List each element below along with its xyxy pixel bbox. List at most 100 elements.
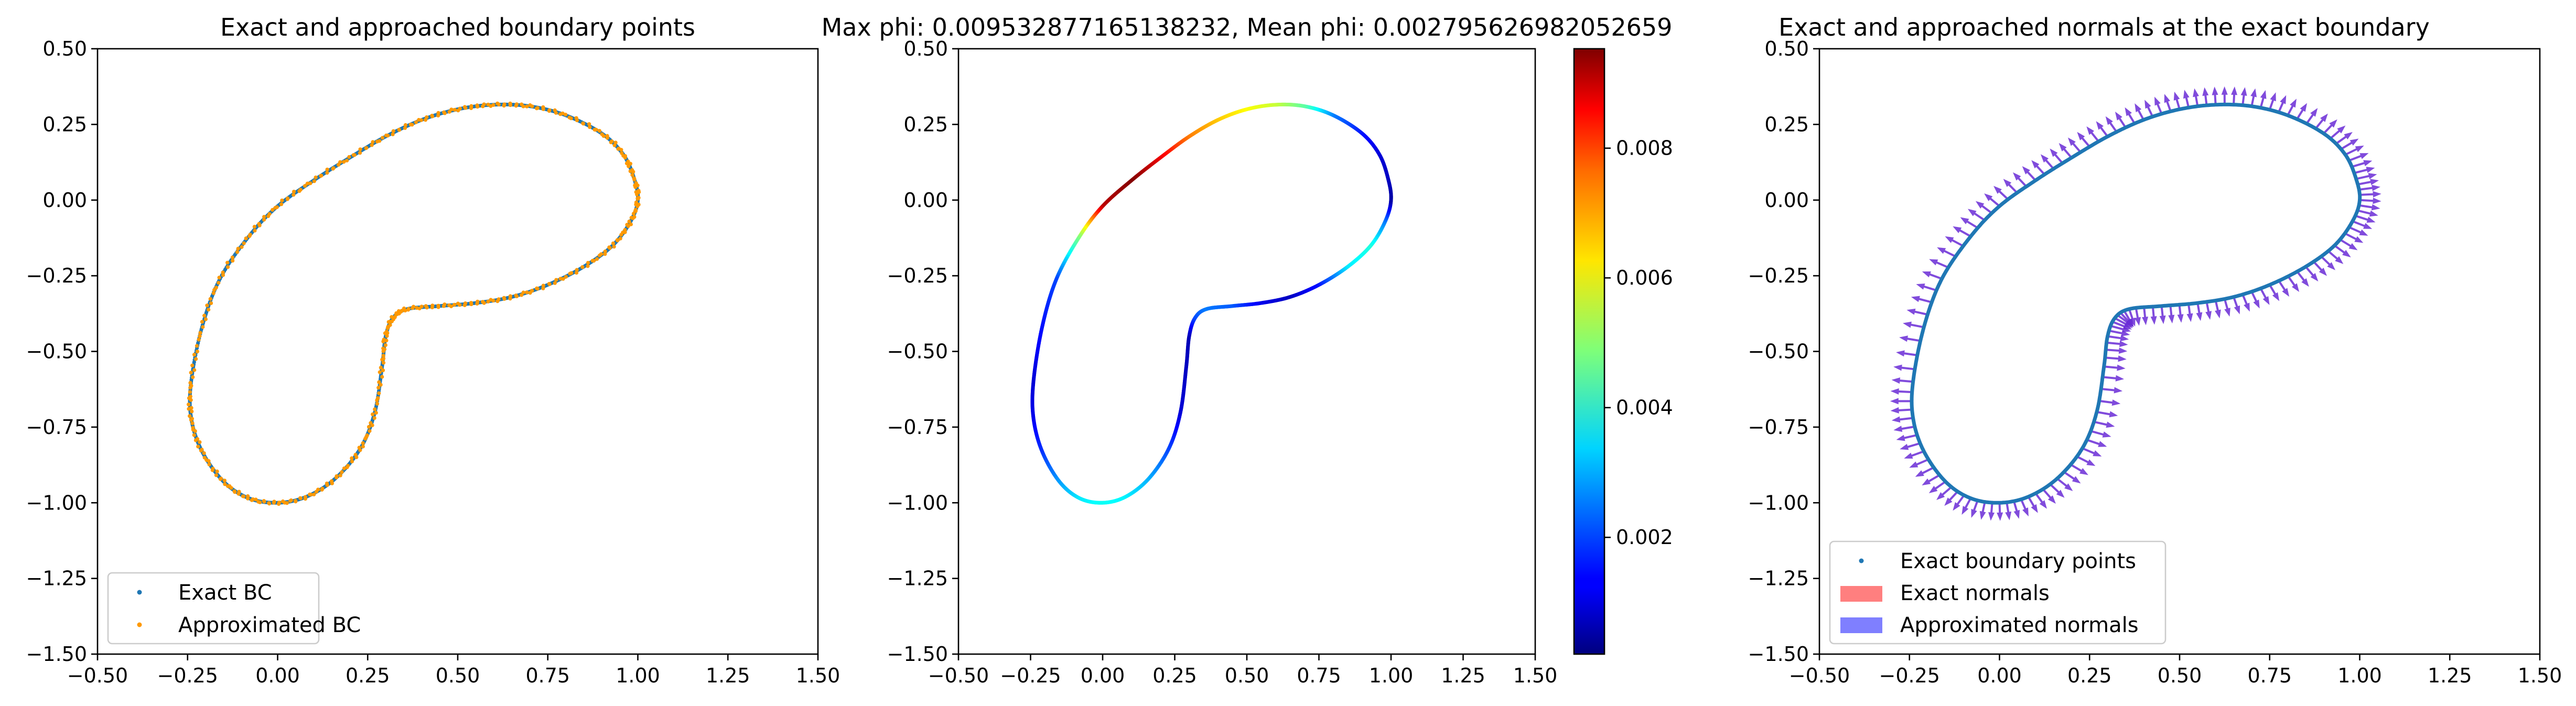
approximated-bc-point [381, 346, 385, 351]
approximated-bc-point [626, 159, 630, 164]
normal-arrow [1936, 486, 1953, 500]
normal-arrow [2022, 166, 2036, 181]
approximated-bc-point [240, 245, 244, 249]
approximated-bc-point [280, 198, 284, 202]
panel1-xtick-label: 1.25 [706, 664, 750, 687]
approximated-bc-point [637, 195, 641, 200]
approximated-bc-point [541, 286, 545, 290]
approximated-bc-point [252, 224, 256, 229]
legend-marker-approximated-bc [137, 622, 142, 627]
normal-arrow [2202, 87, 2209, 106]
approximated-bc-point [561, 277, 565, 281]
approximated-bc-point [567, 115, 572, 120]
approximated-bc-point [581, 121, 585, 125]
approximated-bc-point [637, 189, 641, 193]
approximated-bc-point [262, 214, 266, 219]
panel2-ytick-label: −1.00 [887, 491, 948, 514]
approximated-bc-point [637, 202, 641, 207]
panel2-xtick-label: 0.00 [1081, 664, 1125, 687]
approximated-bc-point [423, 118, 428, 122]
approximated-bc-point [632, 215, 637, 219]
approximated-bc-point [211, 291, 215, 295]
normal-arrow [1896, 350, 1918, 357]
normal-arrow [2320, 255, 2336, 270]
approximated-bc-point [574, 116, 578, 120]
panel3-xtick-label: 1.25 [2428, 664, 2472, 687]
approximated-bc-point [508, 294, 513, 298]
normal-arrow [2205, 301, 2212, 320]
panel3-ytick-label: −1.25 [1748, 567, 1809, 590]
panel1-ytick-label: −0.75 [26, 416, 87, 439]
normal-arrow [1961, 497, 1972, 515]
approximated-bc-point [391, 132, 395, 136]
approximated-bc-point [476, 299, 480, 303]
normal-arrow [2358, 204, 2380, 211]
approximated-bc-point [632, 176, 636, 180]
approximated-bc-point [481, 104, 485, 108]
approximated-bc-point [192, 353, 197, 357]
approximated-bc-point [347, 155, 351, 159]
approximated-bc-point [634, 200, 639, 204]
colorbar-tick-label: 0.008 [1616, 137, 1673, 160]
approximated-bc-point [309, 493, 313, 497]
approximated-bc-point [442, 110, 446, 114]
normal-arrow [2159, 306, 2166, 324]
approximated-bc-point [615, 238, 619, 242]
approximated-bc-point [189, 418, 193, 422]
panel2-title: Max phi: 0.009532877165138232, Mean phi:… [822, 13, 1673, 41]
approximated-bc-point [367, 425, 371, 429]
panel3-ytick-label: −1.00 [1748, 491, 1809, 514]
normal-arrow [2241, 294, 2250, 312]
normal-arrow [2345, 145, 2364, 156]
approximated-bc-point [630, 168, 634, 172]
approximated-bc-point [625, 223, 629, 227]
approximated-bc-point [558, 112, 563, 116]
panel3-ticks: −0.50 −0.25 0.00 0.25 0.50 0.75 1.00 1.25 1.50 0.… [1748, 37, 2562, 687]
normal-arrow [2340, 138, 2359, 150]
legend-patch-exact-normals [1840, 586, 1882, 602]
approximated-bc-point [397, 127, 401, 132]
normal-arrow [2334, 244, 2351, 258]
normal-arrow [2020, 498, 2029, 517]
legend-marker-exact-bc [137, 590, 142, 595]
approximated-bc-point [186, 403, 191, 407]
panel1-ytick-label: 0.00 [42, 189, 87, 212]
approximated-bc-point [612, 245, 616, 249]
approximated-bc-point [188, 390, 192, 394]
normal-arrow [2003, 179, 2018, 194]
normal-arrow [1915, 466, 1935, 477]
normal-arrow [2135, 308, 2141, 326]
approximated-bc-point [254, 497, 258, 502]
approximated-bc-point [371, 412, 375, 417]
panel2-plot-area [1030, 102, 1393, 505]
approximated-bc-point [376, 396, 380, 400]
approximated-bc-point [520, 102, 524, 106]
approximated-bc-point [633, 208, 638, 212]
approximated-bc-point [528, 103, 532, 107]
approximated-bc-point [611, 241, 616, 245]
normal-arrow [2223, 298, 2230, 317]
approximated-bc-point [209, 301, 213, 306]
approximated-bc-point [630, 173, 634, 177]
approximated-bc-point [350, 456, 354, 460]
normal-arrow [2352, 220, 2373, 229]
approximated-bc-point [267, 501, 271, 505]
approximated-bc-point [192, 368, 197, 372]
approximated-bc-point [408, 122, 413, 127]
approximated-bc-point [293, 498, 298, 503]
approximated-bc-point [575, 268, 579, 272]
approximated-bc-point [392, 315, 396, 319]
panel2-xtick-label: 0.75 [1297, 664, 1341, 687]
normal-arrow [2050, 148, 2064, 164]
normal-arrow [1971, 500, 1979, 518]
approximated-bc-point [618, 236, 622, 241]
approximated-bc-point [303, 184, 307, 188]
normal-arrow [2268, 92, 2276, 111]
approximated-bc-point [497, 297, 501, 301]
approximated-bc-point [486, 299, 490, 304]
approximated-bc-point [319, 173, 323, 178]
normal-arrow [2105, 355, 2127, 362]
approximated-bc-point [554, 278, 558, 282]
approximated-bc-point [342, 466, 347, 471]
boundary-points-panel: Exact and approached boundary points −0.… [26, 13, 840, 687]
